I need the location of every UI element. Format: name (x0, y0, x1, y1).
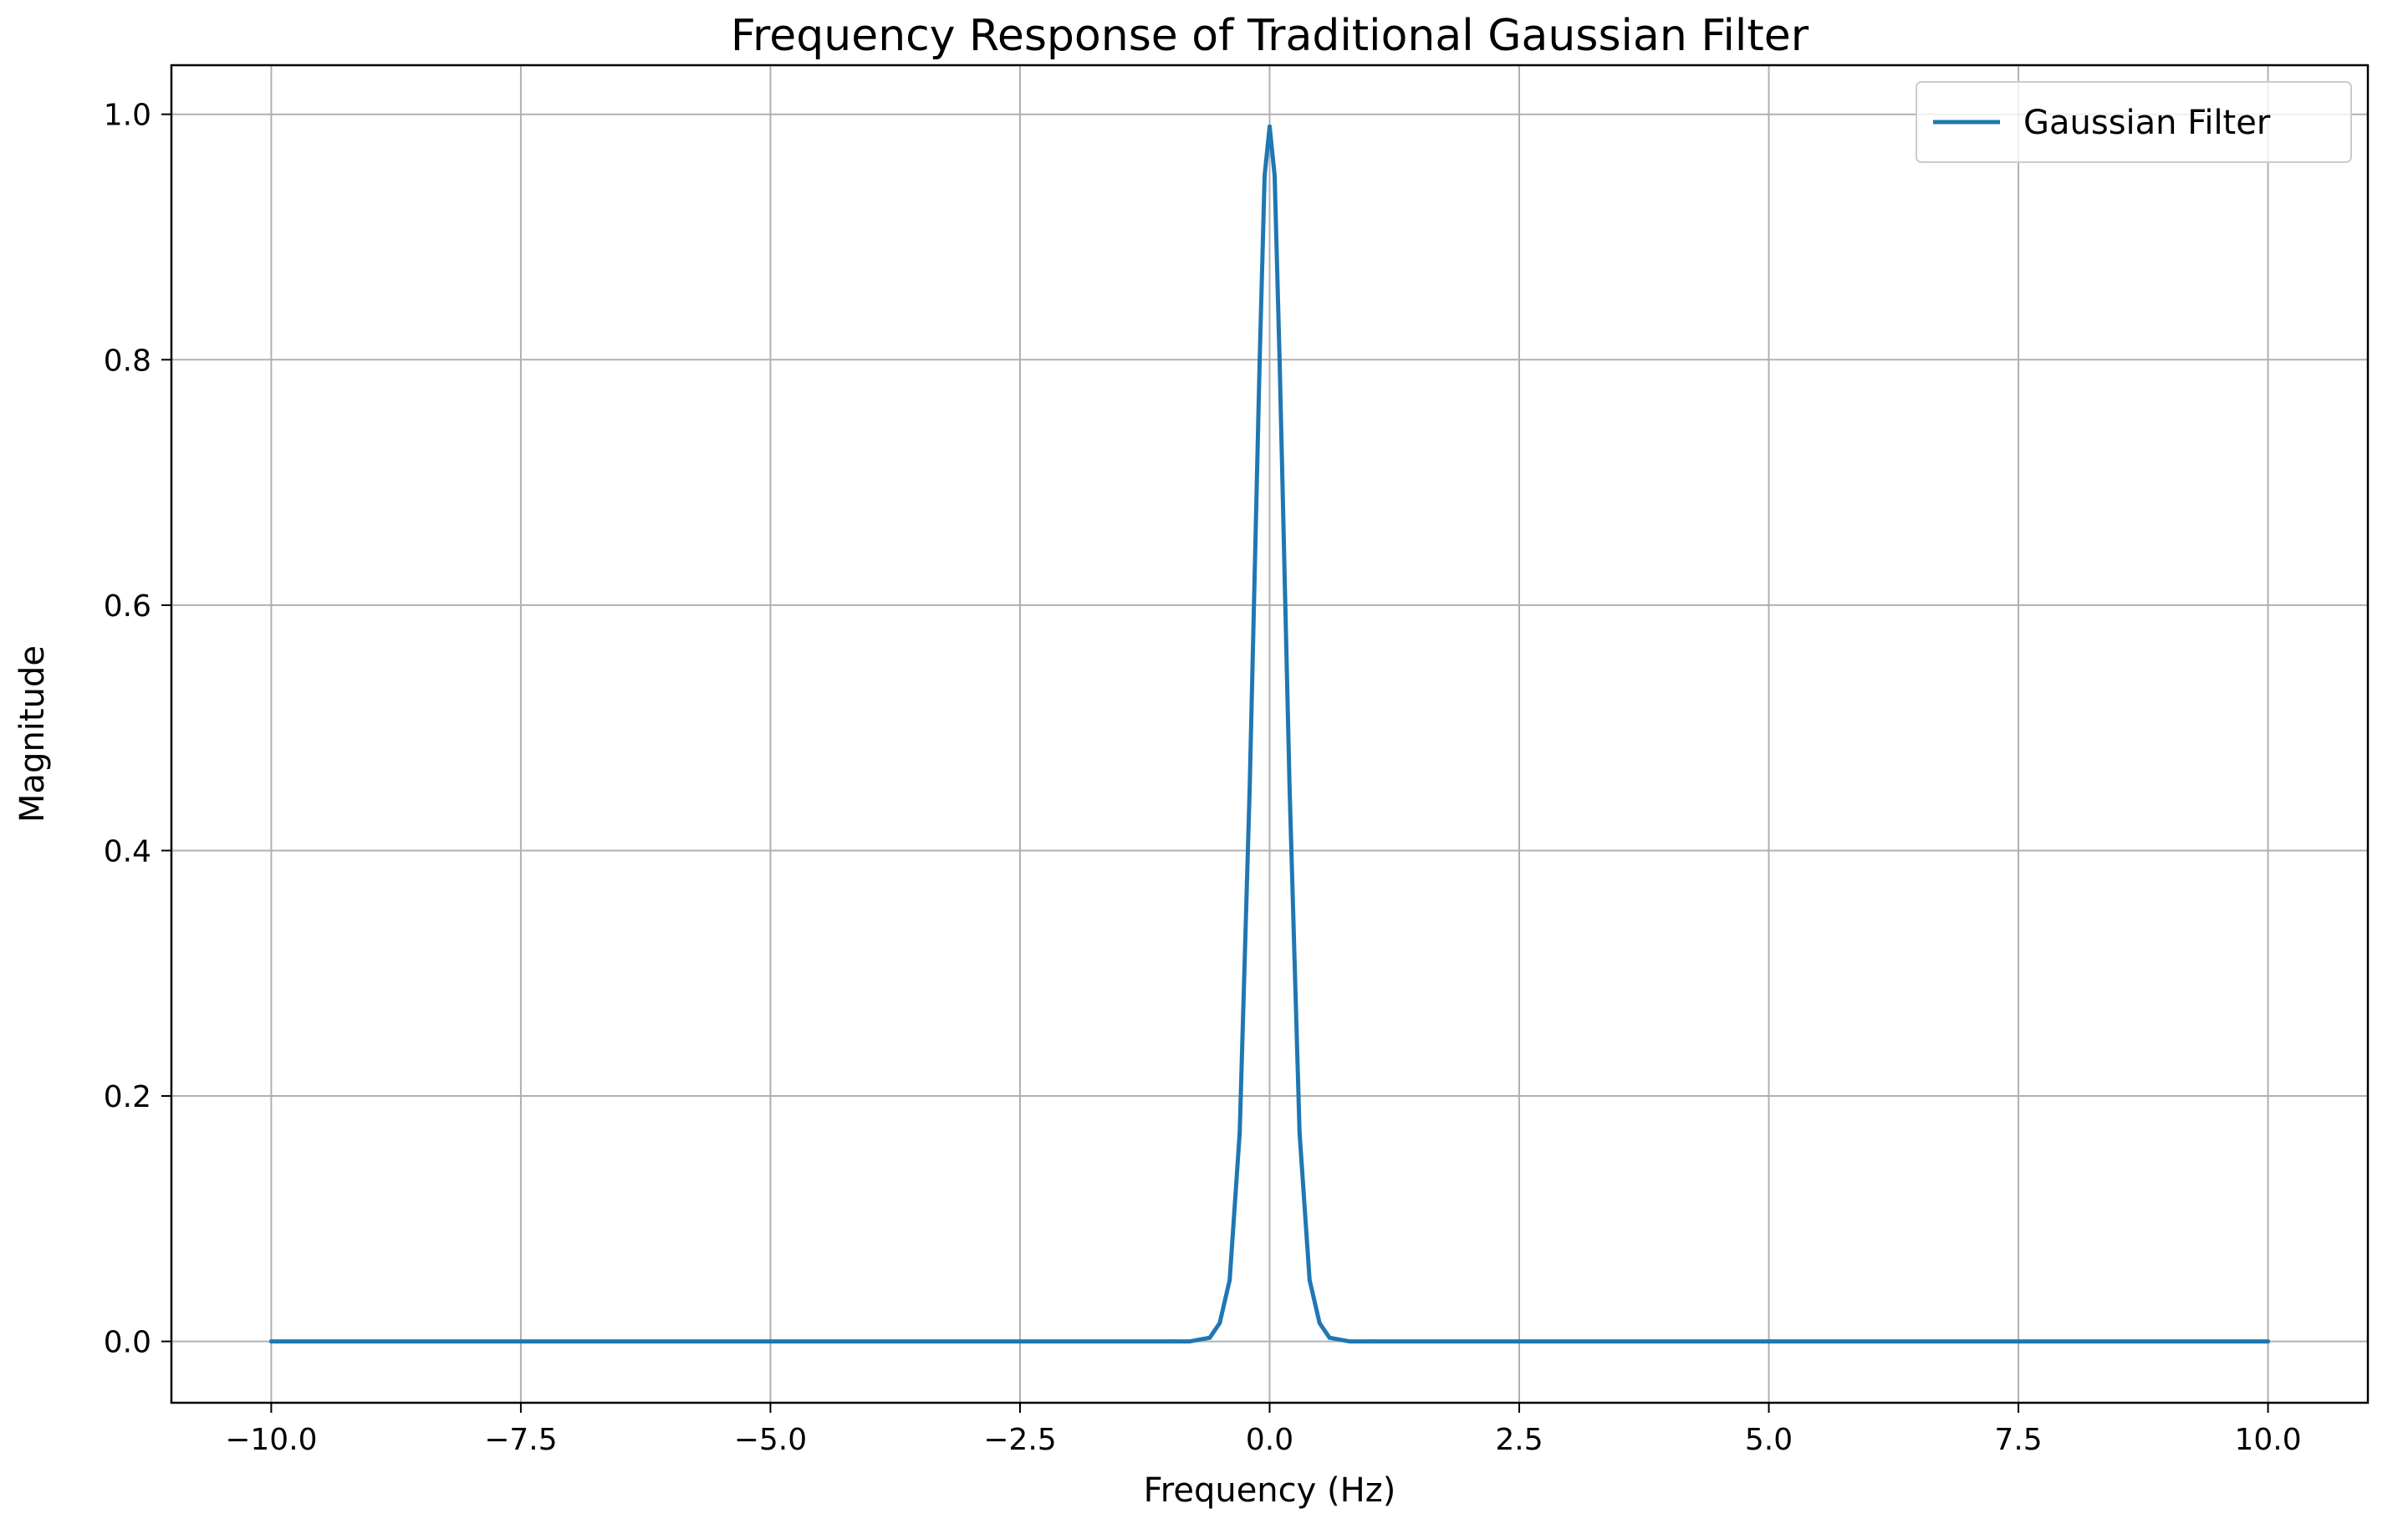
legend: Gaussian Filter (1916, 81, 2352, 163)
x-tick-label: −10.0 (225, 1423, 317, 1457)
x-tick-label: −2.5 (983, 1423, 1056, 1457)
y-axis-title: Magnitude (13, 645, 52, 823)
x-tick-label: 0.0 (1246, 1423, 1293, 1457)
data-point (2266, 1339, 2271, 1344)
data-point (1263, 173, 1267, 178)
y-tick-label: 1.0 (104, 99, 151, 133)
data-point (1307, 1277, 1312, 1282)
data-point (1297, 1130, 1302, 1135)
x-tick-label: 5.0 (1745, 1423, 1793, 1457)
data-point (1367, 1339, 1372, 1344)
data-point (1347, 1339, 1352, 1344)
x-tick-label: −7.5 (484, 1423, 557, 1457)
x-tick-label: 2.5 (1495, 1423, 1543, 1457)
data-point (1287, 787, 1292, 792)
legend-label-gaussian-filter: Gaussian Filter (2023, 104, 2271, 142)
data-point (1258, 357, 1263, 362)
y-tick-label: 0.0 (104, 1326, 151, 1360)
data-point (1207, 1335, 1212, 1340)
data-point (268, 1339, 273, 1344)
tick-layer: −10.0 −7.5 −5.0 −2.5 0.0 2.5 5.0 7.5 10.0 0.0 0.2 0… (104, 99, 2302, 1457)
y-tick-label: 0.4 (104, 834, 151, 869)
data-point (1187, 1339, 1192, 1344)
x-tick-label: 10.0 (2235, 1423, 2302, 1457)
data-point (1237, 1130, 1242, 1135)
y-tick-label: 0.2 (104, 1080, 151, 1114)
y-tick-label: 0.6 (104, 589, 151, 624)
data-point (1227, 1277, 1232, 1282)
data-point (1327, 1335, 1332, 1340)
data-point (1217, 1321, 1222, 1326)
data-point (518, 1339, 523, 1344)
x-tick-label: 7.5 (1994, 1423, 2042, 1457)
x-axis-title: Frequency (Hz) (1144, 1471, 1396, 1510)
chart-title: Frequency Response of Traditional Gaussi… (731, 11, 1809, 61)
data-point (2016, 1339, 2021, 1344)
data-point (1277, 357, 1282, 362)
data-point (1167, 1339, 1172, 1344)
x-tick-label: −5.0 (734, 1423, 807, 1457)
data-point (1268, 124, 1272, 129)
series-layer (268, 124, 2271, 1344)
data-point (1273, 173, 1277, 178)
legend-box (1916, 81, 2352, 163)
data-point (1317, 1321, 1322, 1326)
data-point (1517, 1339, 1522, 1344)
y-tick-label: 0.8 (104, 344, 151, 378)
data-point (1767, 1339, 1771, 1344)
data-point (768, 1339, 773, 1344)
data-point (1247, 787, 1252, 792)
data-point (1018, 1339, 1023, 1344)
